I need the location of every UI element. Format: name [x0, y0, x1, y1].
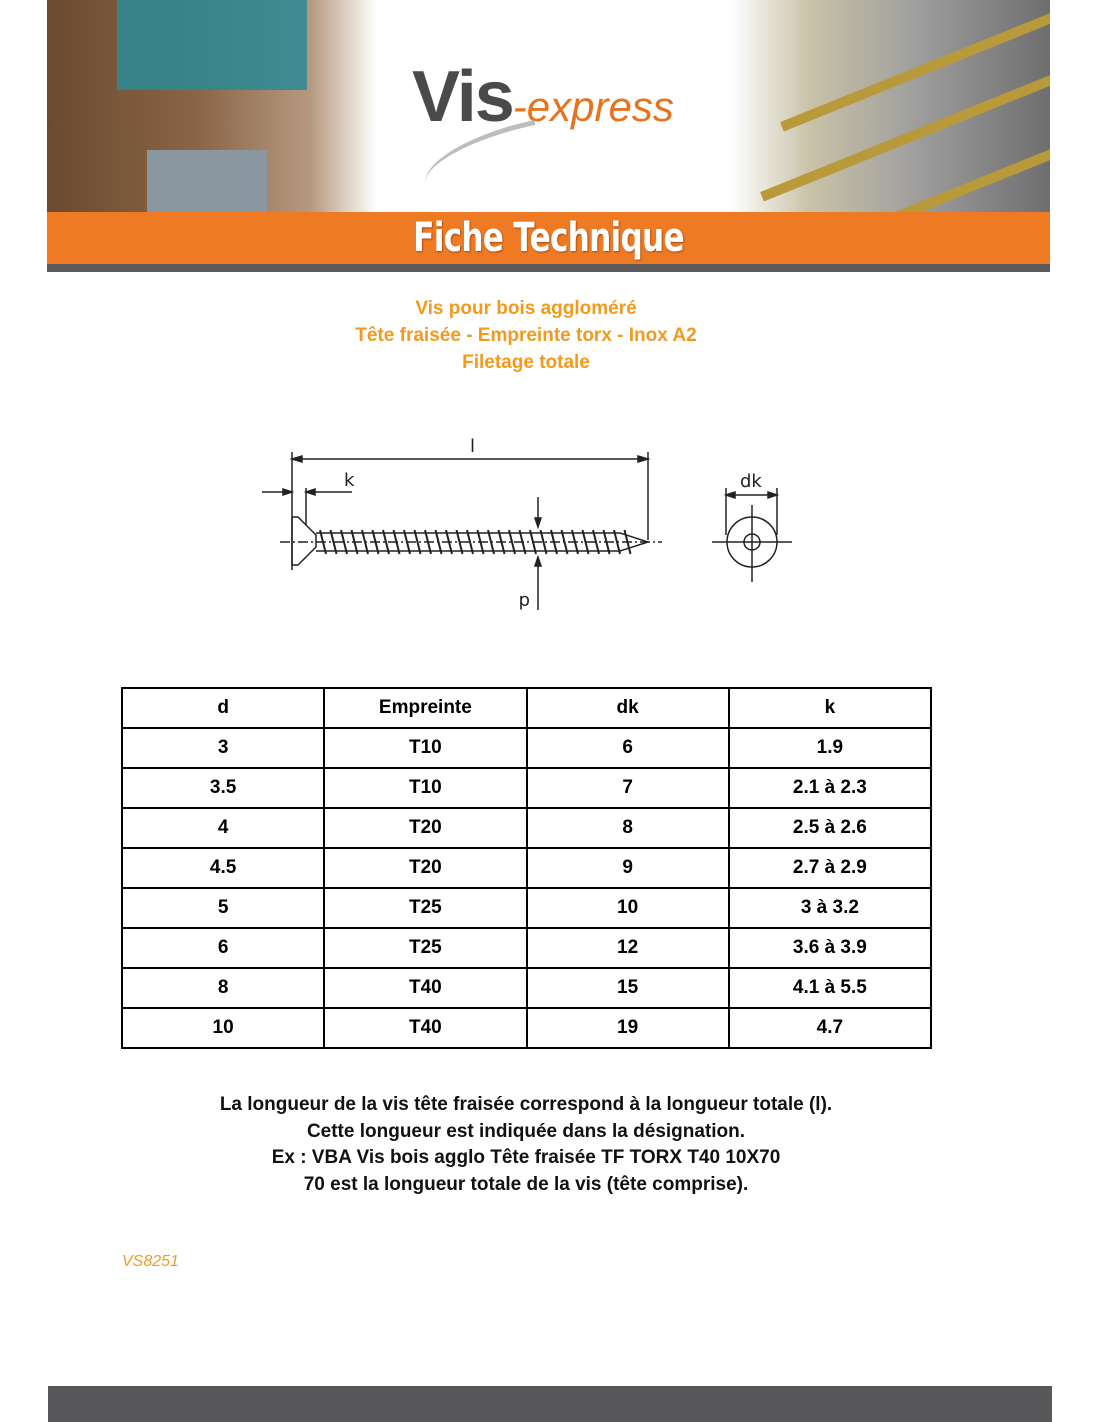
table-cell: 7 — [525, 767, 730, 809]
table-cell: 2.1 à 2.3 — [727, 767, 933, 809]
table-cell: 5 — [120, 887, 326, 929]
header-banner: Vis-express Fiche Technique — [47, 0, 1050, 272]
table-cell: 4.5 — [120, 847, 326, 889]
table-cell: T40 — [323, 967, 528, 1009]
table-cell: 10 — [525, 887, 730, 929]
spec-table: d Empreinte dk k 3 T10 6 1.9 3.5 T10 7 2.1 à 2.… — [120, 687, 933, 1049]
table-cell: T25 — [323, 927, 528, 969]
table-cell: 1.9 — [727, 727, 933, 769]
k-dimension: k — [262, 470, 355, 525]
table-cell: 8 — [525, 807, 730, 849]
table-cell: T25 — [323, 887, 528, 929]
table-cell: 3 — [120, 727, 326, 769]
svg-text:d: d — [519, 591, 530, 612]
d-dimension: d — [519, 497, 543, 612]
table-cell: 6 — [120, 927, 326, 969]
logo: Vis-express — [412, 57, 674, 137]
table-cell: T40 — [323, 1007, 528, 1049]
product-line-3: Filetage totale — [462, 352, 590, 373]
screw-diagram: l k d dk — [262, 436, 792, 612]
table-cell: 12 — [525, 927, 730, 969]
footer-bar — [48, 1386, 1052, 1422]
table-cell: T10 — [323, 767, 528, 809]
header-cell: d — [120, 687, 326, 729]
table-cell: 6 — [525, 727, 730, 769]
screw-threads — [319, 529, 632, 555]
table-cell: 4.1 à 5.5 — [727, 967, 933, 1009]
table-row: 8 T40 15 4.1 à 5.5 — [120, 967, 933, 1009]
workshop-photo — [47, 0, 377, 212]
screw-body — [280, 516, 662, 566]
product-line-2: Tête fraisée - Empreinte torx - Inox A2 — [355, 325, 697, 346]
table-cell: 8 — [120, 967, 326, 1009]
table-cell: 9 — [525, 847, 730, 889]
table-cell: T20 — [323, 807, 528, 849]
table-cell: 4.7 — [727, 1007, 933, 1049]
product-line-1: Vis pour bois aggloméré — [415, 298, 637, 319]
svg-text:dk: dk — [740, 471, 762, 492]
table-cell: 3.6 à 3.9 — [727, 927, 933, 969]
table-cell: 19 — [525, 1007, 730, 1049]
table-row: 3 T10 6 1.9 — [120, 727, 933, 769]
divider — [47, 264, 1050, 272]
table-cell: T20 — [323, 847, 528, 889]
screws-photo — [730, 0, 1050, 252]
table-cell: 15 — [525, 967, 730, 1009]
table-row: 4.5 T20 9 2.7 à 2.9 — [120, 847, 933, 889]
header-cell: dk — [525, 687, 730, 729]
note-line-2: Cette longueur est indiquée dans la dési… — [306, 1121, 746, 1142]
table-cell: 10 — [120, 1007, 326, 1049]
table-row: 4 T20 8 2.5 à 2.6 — [120, 807, 933, 849]
svg-text:k: k — [344, 470, 355, 491]
table-header-row: d Empreinte dk k — [120, 687, 933, 729]
table-cell: 3.5 — [120, 767, 326, 809]
head-view: dk — [712, 471, 792, 582]
table-cell: 3 à 3.2 — [727, 887, 933, 929]
table-row: 3.5 T10 7 2.1 à 2.3 — [120, 767, 933, 809]
header-cell: k — [727, 687, 933, 729]
note-line-3: Ex : VBA Vis bois agglo Tête fraisée TF … — [271, 1147, 781, 1168]
table-row: 10 T40 19 4.7 — [120, 1007, 933, 1049]
title-bar: Fiche Technique — [47, 212, 1050, 264]
note-line-4: 70 est la longueur totale de la vis (têt… — [303, 1174, 749, 1195]
svg-text:l: l — [470, 436, 475, 457]
header-cell: Empreinte — [323, 687, 528, 729]
table-cell: 4 — [120, 807, 326, 849]
product-reference: VS8251 — [122, 1253, 179, 1270]
table-row: 5 T25 10 3 à 3.2 — [120, 887, 933, 929]
table-cell: 2.5 à 2.6 — [727, 807, 933, 849]
table-row: 6 T25 12 3.6 à 3.9 — [120, 927, 933, 969]
table-cell: T10 — [323, 727, 528, 769]
banner-title: Fiche Technique — [413, 215, 684, 261]
note-line-1: La longueur de la vis tête fraisée corre… — [219, 1094, 833, 1115]
table-cell: 2.7 à 2.9 — [727, 847, 933, 889]
